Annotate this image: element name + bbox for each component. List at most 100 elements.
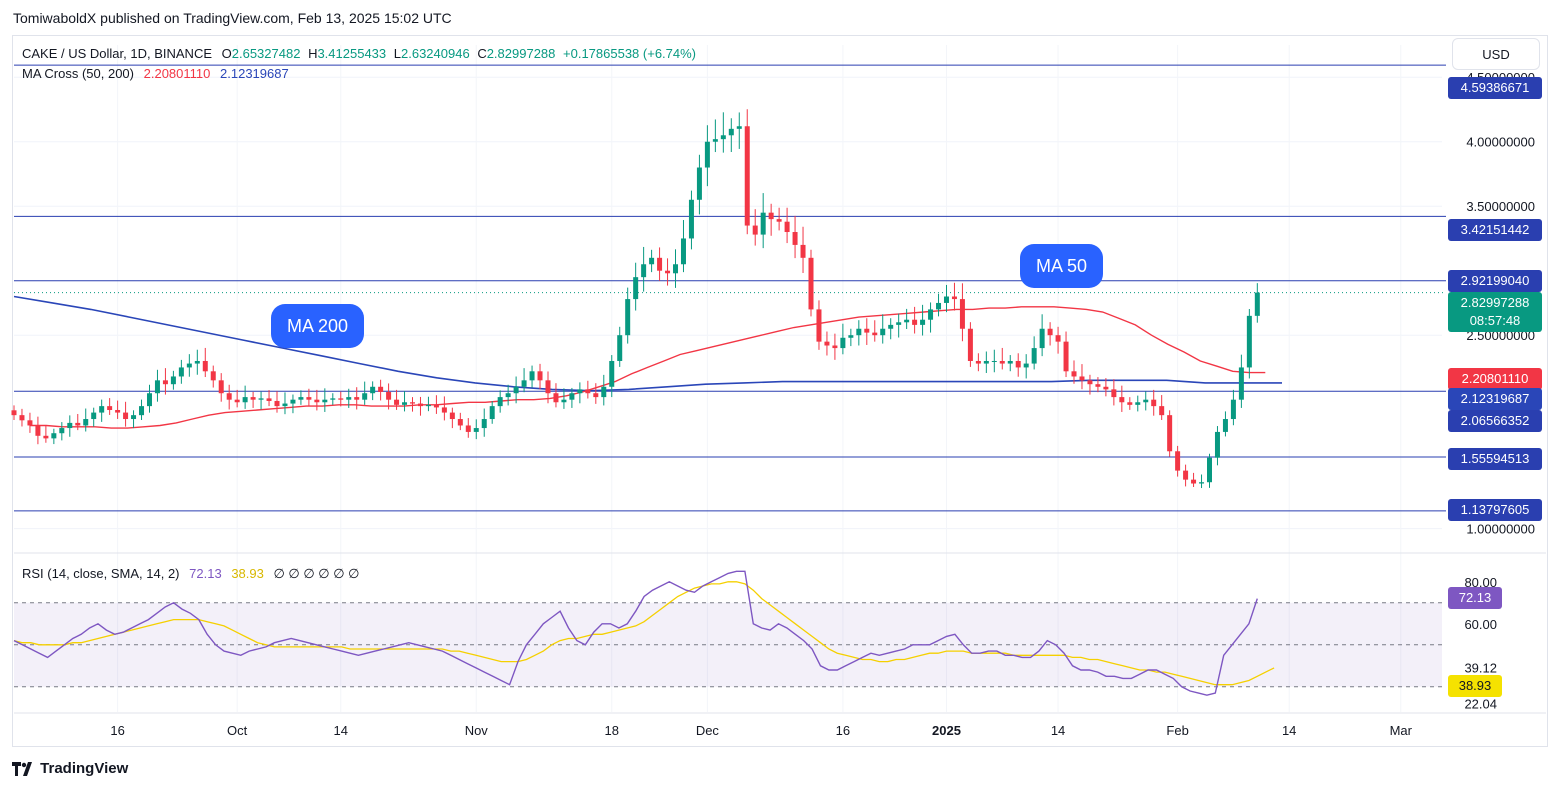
candle-body xyxy=(425,404,431,407)
candle-body xyxy=(314,399,320,403)
x-tick-label: 18 xyxy=(605,723,619,738)
rsi-sma-line xyxy=(13,581,1275,686)
candle-body xyxy=(457,419,463,426)
price-label-1137: 1.13797605 xyxy=(1448,499,1542,521)
candle-body xyxy=(194,360,200,364)
currency-button[interactable]: USD xyxy=(1452,38,1540,70)
candle-body xyxy=(1191,479,1197,484)
candle-body xyxy=(27,420,33,426)
candle-body xyxy=(991,360,997,362)
ma200-annotation[interactable]: MA 200 xyxy=(271,304,365,348)
rsi-title[interactable]: RSI (14, close, SMA, 14, 2) xyxy=(22,566,180,581)
candle-body xyxy=(784,221,790,233)
candle-body xyxy=(1063,341,1069,372)
candle-body xyxy=(186,363,192,368)
tradingview-mark-icon xyxy=(12,762,32,777)
candle-body xyxy=(441,407,447,413)
candle-body xyxy=(1254,292,1260,316)
candle-body xyxy=(824,341,830,346)
rsi-value-label: 72.13 xyxy=(1448,587,1502,609)
candle-body xyxy=(920,319,926,325)
candle-body xyxy=(266,398,272,401)
ma50-annotation[interactable]: MA 50 xyxy=(1020,244,1104,288)
candle-body xyxy=(1111,389,1117,398)
candle-body xyxy=(641,264,647,278)
candle-body xyxy=(1207,457,1212,483)
tradingview-wordmark: TradingView xyxy=(40,760,129,777)
candle-body xyxy=(306,397,312,400)
rsi-extra-values: ∅ ∅ ∅ ∅ ∅ ∅ xyxy=(273,566,360,581)
candle-body xyxy=(848,335,854,338)
ma-title[interactable]: MA Cross (50, 200) xyxy=(22,66,134,81)
candle-body xyxy=(1023,363,1029,368)
candle-body xyxy=(330,398,336,400)
candle-body xyxy=(1119,397,1125,403)
change-value: +0.17865538 (+6.74%) xyxy=(563,46,697,61)
candle-body xyxy=(545,380,551,394)
candle-body xyxy=(274,400,280,407)
candle-body xyxy=(1095,384,1101,387)
candle-body xyxy=(513,386,519,394)
candle-body xyxy=(75,422,81,426)
candle-body xyxy=(107,406,113,410)
candle-body xyxy=(170,376,176,385)
tradingview-logo[interactable]: TradingView xyxy=(12,760,128,777)
candle-body xyxy=(346,397,352,400)
candle-body xyxy=(1214,431,1220,458)
x-tick-label: 14 xyxy=(334,723,348,738)
candle-body xyxy=(888,324,894,329)
candle-body xyxy=(410,402,415,404)
candle-body xyxy=(880,328,886,336)
candle-body xyxy=(1230,399,1236,420)
candle-body xyxy=(1183,470,1189,480)
candle-body xyxy=(704,141,710,168)
candle-body xyxy=(481,419,487,429)
candle-body xyxy=(354,397,360,400)
candle-body xyxy=(553,393,559,403)
low-value: 2.63240946 xyxy=(401,46,470,61)
candle-body xyxy=(832,345,838,349)
candle-body xyxy=(417,403,423,407)
candle-body xyxy=(585,389,591,394)
candle-body xyxy=(537,371,543,381)
candle-body xyxy=(1246,315,1252,368)
candle-body xyxy=(146,393,152,407)
candle-body xyxy=(808,257,814,310)
x-tick-label: 14 xyxy=(1051,723,1065,738)
candle-body xyxy=(298,397,304,400)
symbol-legend: CAKE / US Dollar, 1D, BINANCE O2.6532748… xyxy=(22,46,696,61)
candle-body xyxy=(394,399,400,405)
candle-body xyxy=(433,404,439,408)
candle-body xyxy=(473,428,479,432)
candle-body xyxy=(497,397,503,407)
candle-body xyxy=(1127,402,1133,405)
candle-body xyxy=(67,422,73,429)
candle-body xyxy=(505,393,511,398)
candle-body xyxy=(752,225,758,235)
high-label: H xyxy=(308,46,318,61)
candle-body xyxy=(131,415,137,420)
candle-body xyxy=(593,393,599,398)
candle-body xyxy=(529,371,535,381)
candle-body xyxy=(378,386,384,392)
candle-body xyxy=(202,360,208,372)
last-price-value: 2.82997288 xyxy=(1460,295,1530,310)
rsi-line xyxy=(13,570,1258,696)
candle-body xyxy=(601,386,607,398)
candle-body xyxy=(210,371,216,381)
x-tick-label: 14 xyxy=(1282,723,1296,738)
candle-body xyxy=(218,380,224,394)
price-label-2921: 2.92199040 xyxy=(1448,270,1542,292)
candle-body xyxy=(521,380,527,387)
candle-body xyxy=(1199,482,1205,484)
candle-body xyxy=(99,406,105,413)
y-tick-label: 1.00000000 xyxy=(1466,522,1535,537)
candle-body xyxy=(234,399,240,403)
candle-body xyxy=(59,428,65,434)
x-tick-label: 2025 xyxy=(932,723,961,738)
symbol-title[interactable]: CAKE / US Dollar, 1D, BINANCE xyxy=(22,46,212,61)
candle-body xyxy=(362,393,368,400)
candle-body xyxy=(928,309,934,320)
x-tick-label: Mar xyxy=(1390,723,1413,738)
